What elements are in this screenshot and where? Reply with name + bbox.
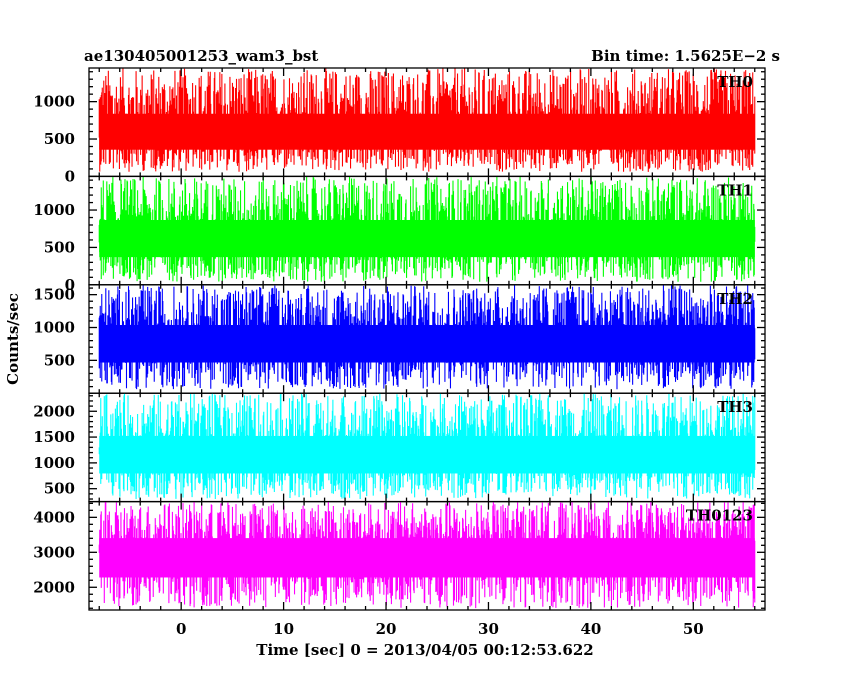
y-tick-label: 2000	[33, 402, 75, 420]
series-core-th2	[99, 325, 755, 363]
panel-th0123: 2000 3000 4000 TH0123	[33, 500, 766, 611]
y-tick-label: 1000	[33, 319, 75, 337]
series-label-th0: TH0	[717, 73, 753, 91]
series-core-th3	[99, 435, 755, 474]
series-core-th0123	[99, 538, 755, 578]
y-tick-label: 500	[44, 351, 75, 369]
chart-title: ae130405001253_wam3_bst	[84, 47, 318, 65]
y-tick-label: 3000	[33, 543, 75, 561]
series-label-th0123: TH0123	[686, 507, 753, 525]
y-axis-label: Counts/sec	[4, 293, 22, 385]
y-tick-label: 1000	[33, 454, 75, 472]
x-tick-label: 40	[580, 620, 601, 638]
y-tick-label: 1500	[33, 286, 75, 304]
y-tick-label: 500	[44, 480, 75, 498]
series-label-th1: TH1	[717, 181, 753, 199]
series-core-th0	[99, 113, 755, 150]
x-tick-label: 50	[683, 620, 704, 638]
y-tick-label: 1000	[33, 201, 75, 219]
panels-group: 0 500 1000 TH0 0 500 1000 TH1 500 1000 1500 TH2 500 1…	[33, 67, 766, 611]
y-tick-label: 2000	[33, 578, 75, 596]
x-tick-labels: 0 10 20 30 40 50	[176, 620, 704, 638]
bin-time-label: Bin time: 1.5625E−2 s	[591, 47, 780, 65]
x-tick-label: 20	[376, 620, 397, 638]
panel-th3: 500 1000 1500 2000 TH3	[33, 392, 766, 503]
y-tick-label: 1500	[33, 428, 75, 446]
panel-th2: 500 1000 1500 TH2	[33, 284, 766, 394]
y-tick-label: 0	[65, 167, 75, 185]
y-tick-label: 500	[44, 130, 75, 148]
y-tick-label: 0	[65, 276, 75, 294]
x-tick-label: 10	[273, 620, 294, 638]
series-label-th3: TH3	[717, 398, 753, 416]
series-core-th1	[99, 219, 755, 258]
panel-th0: 0 500 1000 TH0	[33, 67, 766, 185]
series-label-th2: TH2	[717, 290, 753, 308]
x-axis-label: Time [sec] 0 = 2013/04/05 00:12:53.622	[256, 641, 593, 659]
panel-th1: 0 500 1000 TH1	[33, 175, 766, 294]
y-tick-label: 500	[44, 238, 75, 256]
x-tick-label: 30	[478, 620, 499, 638]
x-tick-label: 0	[176, 620, 186, 638]
y-tick-label: 4000	[33, 508, 75, 526]
y-tick-label: 1000	[33, 93, 75, 111]
